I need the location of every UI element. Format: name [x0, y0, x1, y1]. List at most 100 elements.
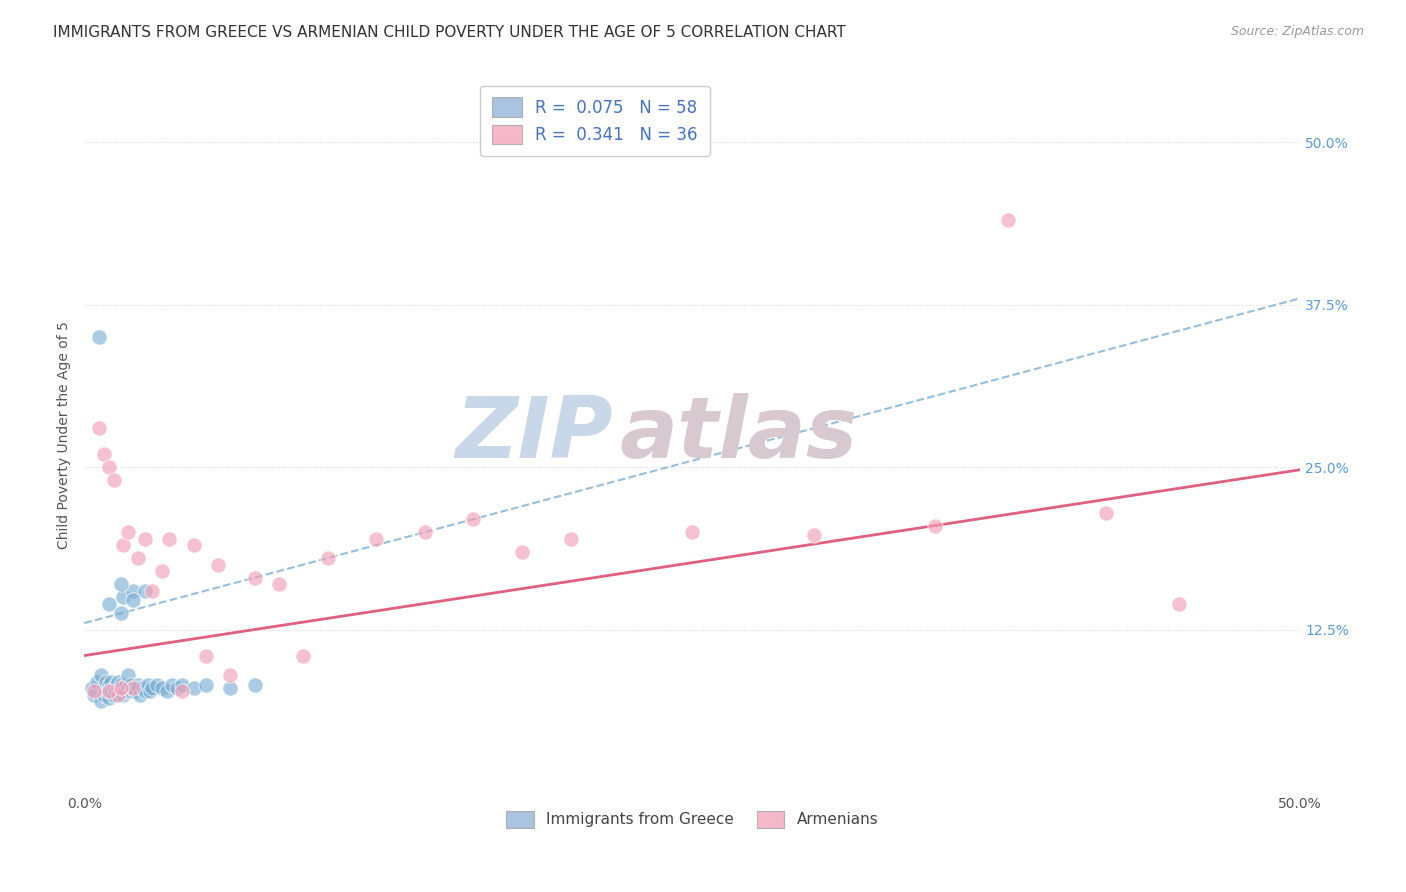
Point — [194, 648, 217, 663]
Point — [97, 460, 120, 475]
Point — [110, 577, 132, 591]
Point — [146, 678, 169, 692]
Point — [159, 532, 181, 546]
Legend: Immigrants from Greece, Armenians: Immigrants from Greece, Armenians — [501, 805, 884, 834]
Point — [83, 688, 105, 702]
Point — [87, 330, 110, 344]
Point — [127, 678, 149, 692]
Point — [110, 683, 132, 698]
Point — [243, 678, 266, 692]
Point — [107, 688, 129, 702]
Point — [316, 551, 339, 566]
Point — [150, 564, 173, 578]
Point — [170, 678, 193, 692]
Point — [463, 512, 485, 526]
Point — [97, 597, 120, 611]
Point — [103, 681, 125, 695]
Point — [134, 532, 156, 546]
Point — [243, 571, 266, 585]
Text: IMMIGRANTS FROM GREECE VS ARMENIAN CHILD POVERTY UNDER THE AGE OF 5 CORRELATION : IMMIGRANTS FROM GREECE VS ARMENIAN CHILD… — [53, 25, 846, 40]
Point — [120, 683, 142, 698]
Y-axis label: Child Poverty Under the Age of 5: Child Poverty Under the Age of 5 — [58, 321, 72, 549]
Point — [86, 674, 108, 689]
Point — [100, 674, 122, 689]
Point — [103, 473, 125, 487]
Point — [219, 668, 242, 682]
Point — [117, 681, 139, 695]
Point — [141, 583, 163, 598]
Point — [150, 681, 173, 695]
Point — [510, 544, 533, 558]
Point — [117, 668, 139, 682]
Point — [97, 691, 120, 706]
Point — [413, 525, 436, 540]
Point — [122, 592, 145, 607]
Point — [80, 681, 103, 695]
Point — [97, 683, 120, 698]
Point — [127, 681, 149, 695]
Point — [134, 583, 156, 598]
Point — [120, 678, 142, 692]
Point — [112, 688, 135, 702]
Point — [122, 681, 145, 695]
Point — [107, 681, 129, 695]
Point — [136, 678, 159, 692]
Point — [117, 525, 139, 540]
Point — [219, 681, 242, 695]
Point — [112, 681, 135, 695]
Point — [107, 674, 129, 689]
Point — [681, 525, 703, 540]
Point — [207, 558, 229, 572]
Point — [127, 551, 149, 566]
Point — [267, 577, 290, 591]
Point — [194, 678, 217, 692]
Point — [93, 447, 115, 461]
Point — [1094, 506, 1116, 520]
Point — [129, 688, 152, 702]
Point — [156, 683, 179, 698]
Point — [96, 674, 118, 689]
Point — [110, 678, 132, 692]
Point — [124, 683, 146, 698]
Point — [83, 683, 105, 698]
Point — [93, 681, 115, 695]
Point — [803, 527, 825, 541]
Point — [112, 590, 135, 604]
Point — [93, 688, 115, 702]
Point — [90, 694, 112, 708]
Point — [110, 681, 132, 695]
Point — [114, 678, 136, 692]
Point — [114, 683, 136, 698]
Point — [183, 681, 205, 695]
Point — [160, 678, 183, 692]
Point — [141, 681, 163, 695]
Point — [96, 683, 118, 698]
Point — [924, 518, 946, 533]
Point — [97, 678, 120, 692]
Point — [104, 678, 127, 692]
Point — [97, 683, 120, 698]
Point — [122, 681, 145, 695]
Text: ZIP: ZIP — [456, 393, 613, 476]
Point — [560, 532, 582, 546]
Point — [122, 583, 145, 598]
Text: Source: ZipAtlas.com: Source: ZipAtlas.com — [1230, 25, 1364, 38]
Point — [1167, 597, 1189, 611]
Point — [183, 538, 205, 552]
Point — [997, 213, 1019, 227]
Point — [87, 421, 110, 435]
Point — [103, 688, 125, 702]
Point — [100, 683, 122, 698]
Point — [134, 683, 156, 698]
Point — [366, 532, 388, 546]
Point — [166, 681, 188, 695]
Point — [110, 606, 132, 620]
Text: atlas: atlas — [619, 393, 858, 476]
Point — [170, 683, 193, 698]
Point — [104, 683, 127, 698]
Point — [292, 648, 315, 663]
Point — [139, 683, 162, 698]
Point — [90, 668, 112, 682]
Point — [112, 538, 135, 552]
Point — [132, 681, 155, 695]
